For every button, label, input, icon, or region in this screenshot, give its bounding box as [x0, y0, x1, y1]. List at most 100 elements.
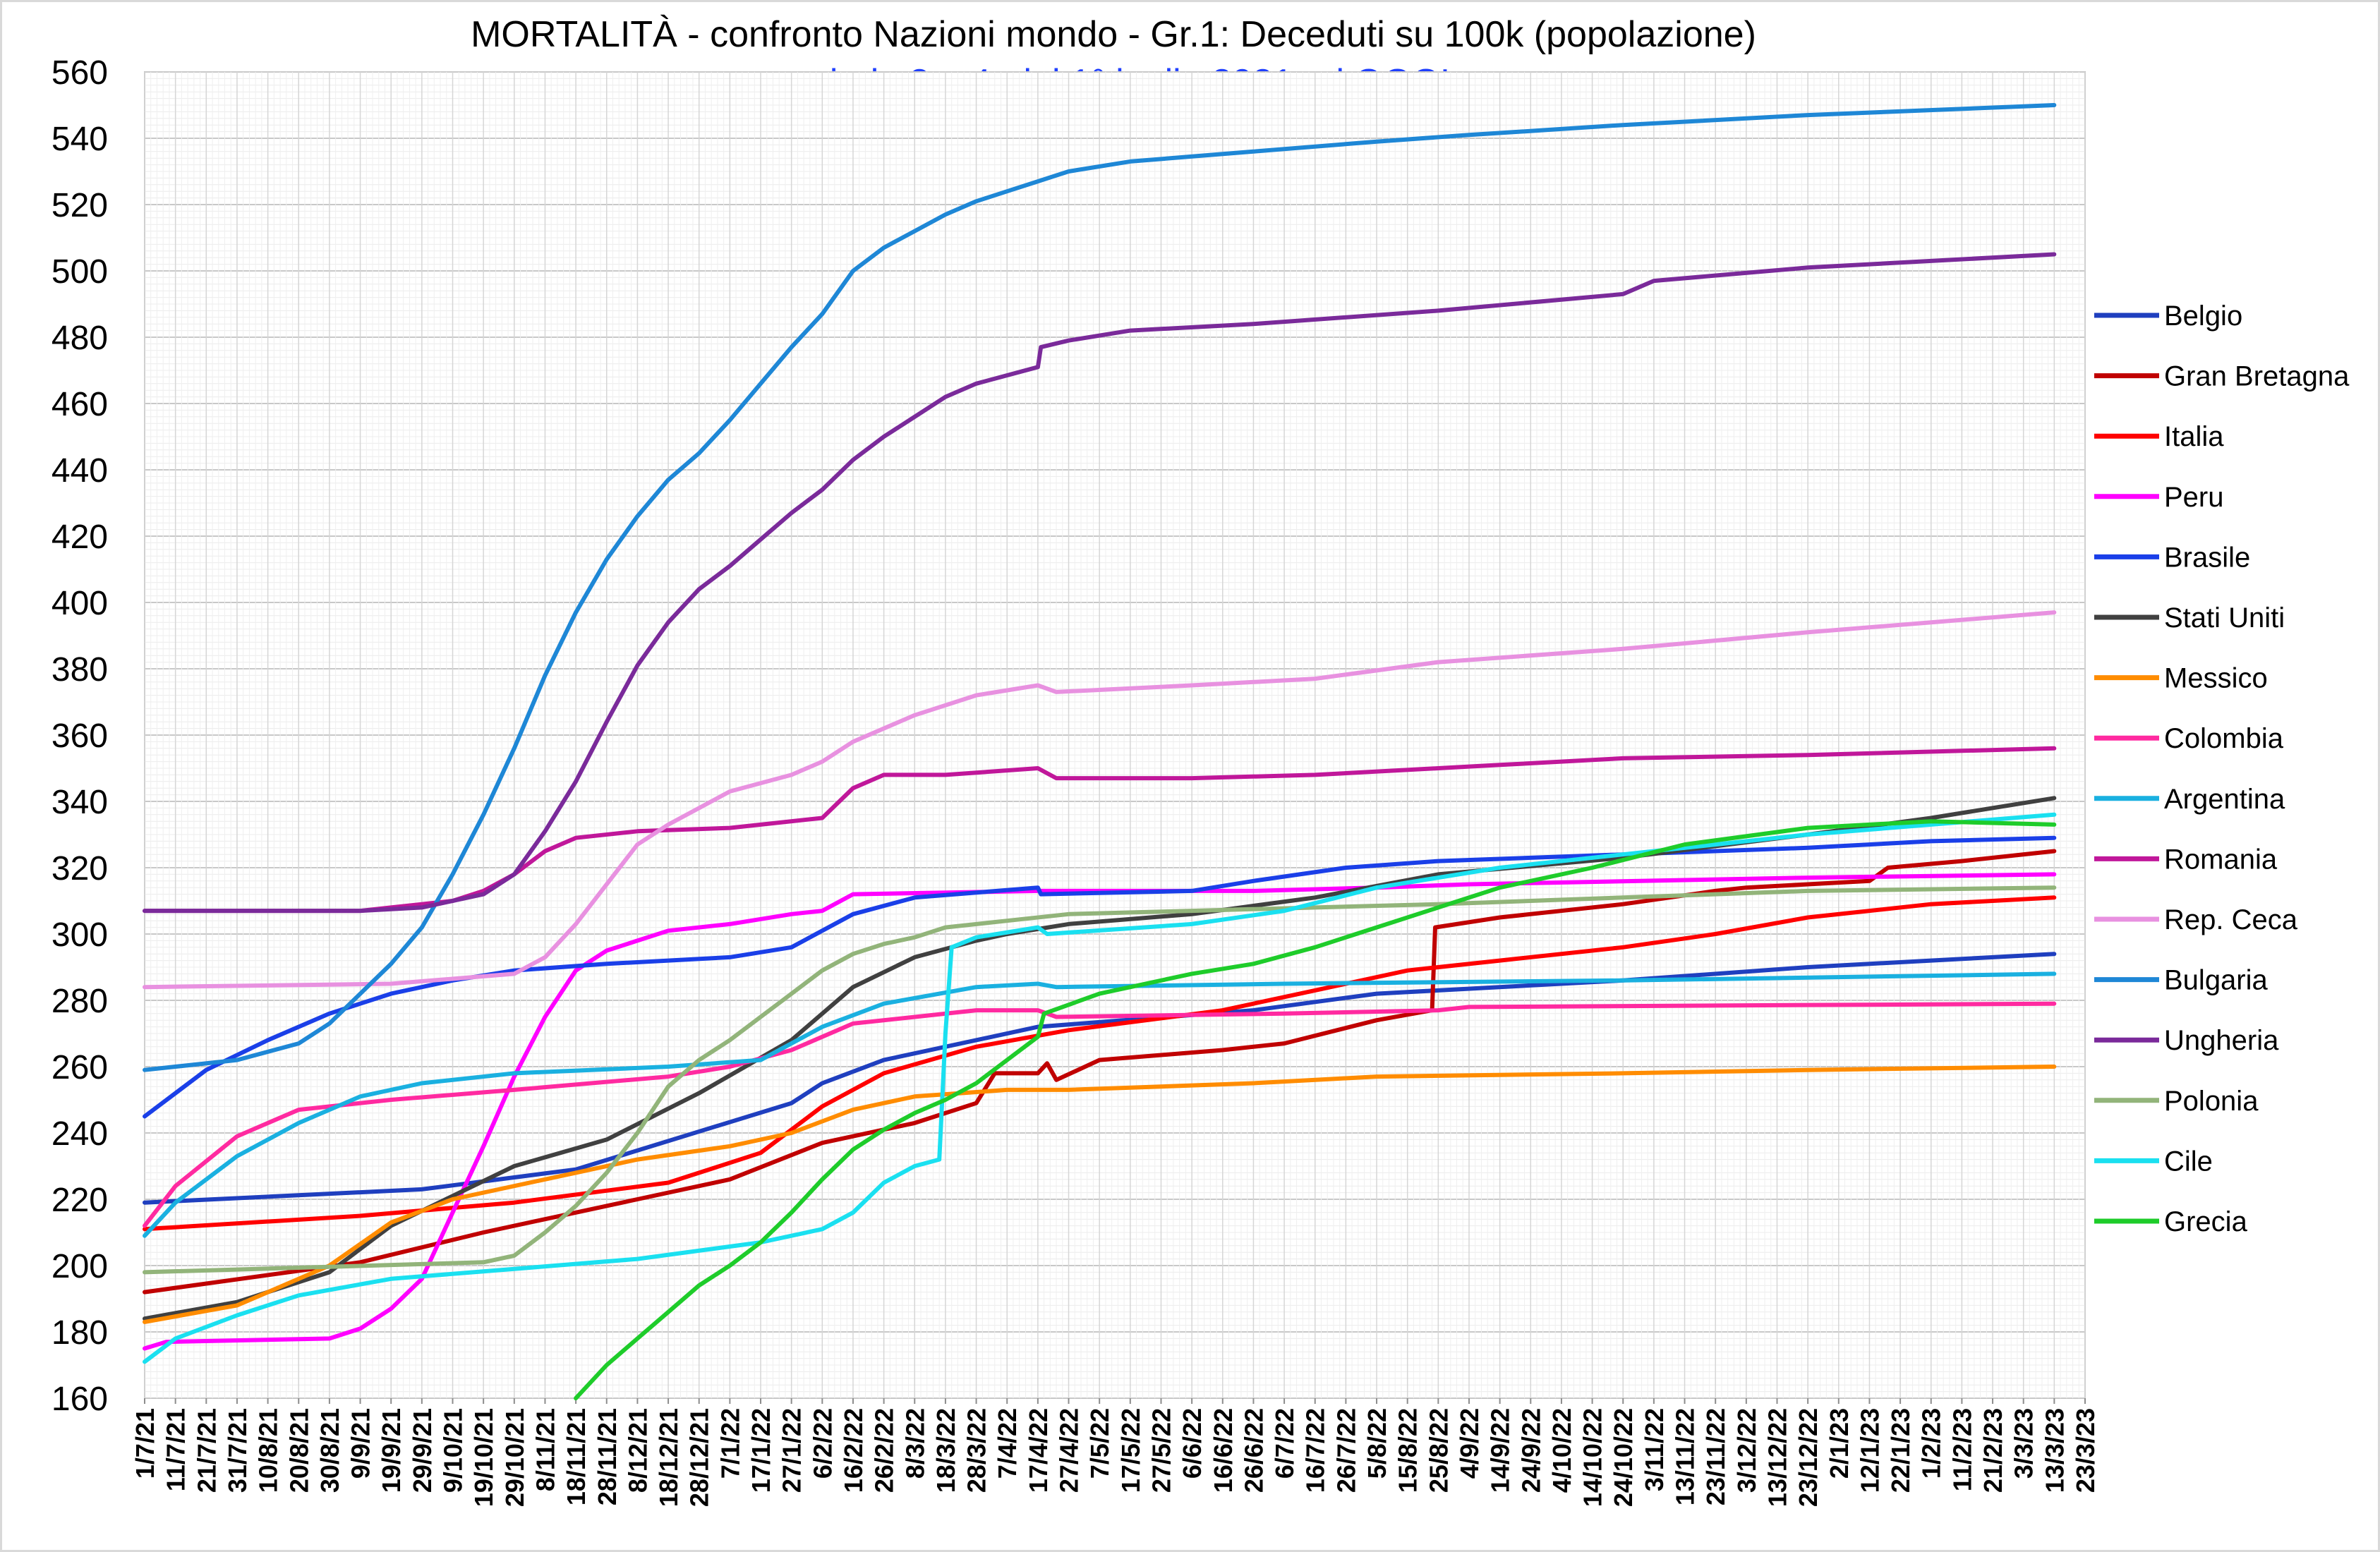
x-tick-label: 31/7/21 [223, 1408, 252, 1493]
x-tick-label: 20/8/21 [284, 1408, 313, 1493]
x-tick-label: 22/1/23 [1886, 1408, 1915, 1493]
x-tick-label: 30/8/21 [315, 1408, 344, 1493]
x-tick-label: 17/4/22 [1024, 1408, 1053, 1493]
series-line-polonia [143, 885, 2057, 1275]
x-tick-label: 9/9/21 [346, 1408, 375, 1479]
x-tick-label: 26/6/22 [1239, 1408, 1268, 1493]
x-tick-label: 7/4/22 [993, 1408, 1022, 1479]
legend-label: Gran Bretagna [2164, 361, 2350, 392]
x-tick-label: 28/12/21 [685, 1408, 714, 1507]
series-line-cile [143, 812, 2057, 1364]
legend-item-stati-uniti: Stati Uniti [2094, 602, 2285, 633]
y-tick-label: 480 [52, 320, 108, 357]
legend-item-polonia: Polonia [2094, 1086, 2259, 1117]
legend-label: Ungheria [2164, 1025, 2279, 1056]
x-tick-label: 3/11/22 [1640, 1408, 1669, 1491]
x-tick-label: 15/8/22 [1394, 1408, 1422, 1493]
x-tick-label: 18/11/21 [562, 1408, 591, 1505]
legend-label: Bulgaria [2164, 965, 2269, 996]
y-tick-label: 400 [52, 585, 108, 622]
x-tick-label: 28/11/21 [593, 1408, 622, 1505]
series-line-bulgaria [143, 103, 2057, 1072]
x-tick-label: 1/2/23 [1917, 1408, 1946, 1479]
y-tick-label: 380 [52, 651, 108, 689]
x-tick-label: 24/10/22 [1609, 1408, 1638, 1507]
legend-label: Messico [2164, 663, 2268, 694]
series-line-belgio [143, 952, 2057, 1205]
legend-label: Romania [2164, 844, 2278, 875]
x-tick-label: 16/7/22 [1301, 1408, 1330, 1493]
legend-item-gran-bretagna: Gran Bretagna [2094, 361, 2350, 392]
x-tick-label: 3/12/22 [1732, 1408, 1761, 1493]
y-tick-label: 560 [52, 54, 108, 92]
legend-item-bulgaria: Bulgaria [2094, 965, 2269, 996]
legend-item-romania: Romania [2094, 844, 2278, 875]
x-tick-label: 14/10/22 [1578, 1408, 1607, 1507]
x-tick-label: 21/7/21 [192, 1408, 221, 1493]
series-line-italia [143, 895, 2057, 1232]
y-tick-label: 240 [52, 1115, 108, 1153]
series-line-peru [143, 872, 2057, 1351]
y-tick-label: 540 [52, 121, 108, 158]
legend-label: Grecia [2164, 1206, 2248, 1237]
x-axis-ticks: 1/7/21 11/7/21 21/7/21 31/7/21 10/8/21 20/8/2… [131, 1398, 2100, 1507]
y-tick-label: 360 [52, 717, 108, 755]
legend-label: Colombia [2164, 723, 2284, 754]
x-tick-label: 16/6/22 [1209, 1408, 1238, 1493]
legend-label: Cile [2164, 1146, 2213, 1177]
y-tick-label: 460 [52, 386, 108, 423]
legend-item-belgio: Belgio [2094, 301, 2242, 332]
x-tick-label: 19/10/21 [469, 1408, 498, 1507]
legend-item-argentina: Argentina [2094, 784, 2285, 815]
x-tick-label: 7/1/22 [715, 1408, 744, 1479]
x-tick-label: 17/5/22 [1116, 1408, 1145, 1493]
y-tick-label: 260 [52, 1049, 108, 1086]
legend-label: Italia [2164, 421, 2224, 452]
y-tick-label: 160 [52, 1381, 108, 1418]
legend-label: Peru [2164, 482, 2224, 513]
x-tick-label: 7/5/22 [1085, 1408, 1114, 1479]
series-line-brasile [143, 835, 2057, 1119]
x-tick-label: 5/8/22 [1363, 1408, 1391, 1479]
x-tick-label: 27/4/22 [1055, 1408, 1084, 1493]
legend-label: Polonia [2164, 1086, 2259, 1117]
x-tick-label: 17/1/22 [747, 1408, 775, 1493]
x-tick-label: 26/2/22 [870, 1408, 899, 1493]
gridlines [144, 71, 2086, 1399]
y-tick-label: 520 [52, 187, 108, 224]
y-tick-label: 200 [52, 1248, 108, 1285]
x-tick-label: 1/7/21 [131, 1408, 159, 1479]
legend-item-cile: Cile [2094, 1146, 2213, 1177]
legend-label: Belgio [2164, 301, 2242, 332]
x-tick-label: 6/2/22 [808, 1408, 837, 1479]
legend-item-peru: Peru [2094, 482, 2224, 513]
x-tick-label: 6/6/22 [1178, 1408, 1207, 1479]
y-tick-label: 280 [52, 983, 108, 1020]
x-tick-label: 14/9/22 [1486, 1408, 1515, 1493]
legend-item-ungheria: Ungheria [2094, 1025, 2279, 1056]
y-tick-label: 180 [52, 1314, 108, 1352]
x-tick-label: 3/3/23 [2010, 1408, 2038, 1479]
series-lines [143, 103, 2057, 1400]
x-tick-label: 16/2/22 [839, 1408, 868, 1493]
legend: Belgio Gran Bretagna Italia Peru Brasile Stat… [2094, 301, 2350, 1237]
legend-label: Stati Uniti [2164, 602, 2285, 633]
x-tick-label: 27/1/22 [778, 1408, 807, 1493]
x-tick-label: 23/11/22 [1701, 1408, 1730, 1505]
x-tick-label: 23/12/22 [1794, 1408, 1823, 1507]
x-tick-label: 26/7/22 [1331, 1408, 1360, 1493]
legend-label: Argentina [2164, 784, 2285, 815]
x-tick-label: 23/3/23 [2071, 1408, 2100, 1493]
x-tick-label: 29/10/21 [500, 1408, 529, 1507]
legend-item-grecia: Grecia [2094, 1206, 2248, 1237]
x-tick-label: 25/8/22 [1424, 1408, 1453, 1493]
x-tick-label: 18/3/22 [931, 1408, 960, 1493]
x-tick-label: 10/8/21 [254, 1408, 283, 1493]
series-line-grecia [574, 819, 2057, 1400]
series-line-colombia [143, 1001, 2057, 1228]
x-tick-label: 27/5/22 [1147, 1408, 1176, 1493]
y-tick-label: 300 [52, 916, 108, 954]
x-tick-label: 13/3/23 [2040, 1408, 2069, 1493]
